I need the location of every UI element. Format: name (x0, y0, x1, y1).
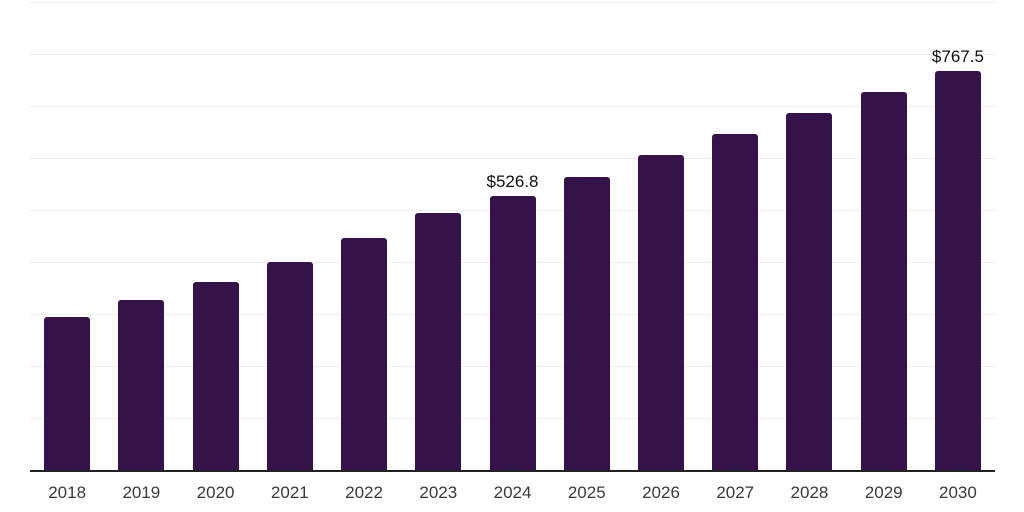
x-tick-label-2019: 2019 (122, 483, 161, 502)
bar-column-2022 (327, 2, 401, 470)
bar-column-2024: $526.8 (475, 2, 549, 470)
bar-column-2018 (30, 2, 104, 470)
bar-2028 (786, 112, 833, 470)
x-tick-label-2023: 2023 (419, 483, 458, 502)
x-axis-labels: 2018 2019 2020 2021 2022 2023 2024 2025 2026 2027… (30, 472, 995, 501)
data-label-2030: $767.5 (931, 46, 984, 66)
gridline (30, 2, 995, 3)
gridline (30, 106, 995, 107)
bar-column-2020 (178, 2, 252, 470)
bar-column-2021 (253, 2, 327, 470)
plot-area: $526.8 $767.5 (30, 2, 995, 472)
gridline (30, 54, 995, 55)
bar-2030 (934, 70, 981, 470)
bar-2018 (44, 316, 91, 470)
x-tick-label-2021: 2021 (270, 483, 309, 502)
bar-column-2026 (624, 2, 698, 470)
bar-column-2025 (550, 2, 624, 470)
x-tick-label-2022: 2022 (345, 483, 383, 502)
x-tick-label-2020: 2020 (196, 483, 235, 502)
bar-2020 (192, 281, 239, 470)
bar-column-2027 (698, 2, 772, 470)
x-tick-label-2027: 2027 (716, 483, 755, 502)
x-tick-label-2026: 2026 (642, 483, 680, 502)
bar-2027 (712, 134, 759, 470)
bar-2019 (118, 300, 165, 470)
bar-2023 (415, 212, 462, 470)
bar-column-2023 (401, 2, 475, 470)
bar-2029 (860, 92, 907, 470)
bar-2026 (637, 154, 684, 470)
x-tick-label-2018: 2018 (48, 483, 87, 502)
x-tick-label-2024: 2024 (493, 483, 532, 502)
bar-column-2029 (847, 2, 921, 470)
bar-column-2028 (772, 2, 846, 470)
bar-column-2030: $767.5 (921, 2, 995, 470)
bar-2021 (266, 261, 313, 470)
gridline (30, 158, 995, 159)
bar-2022 (341, 237, 388, 470)
x-tick-label-2025: 2025 (567, 483, 606, 502)
bar-column-2019 (104, 2, 178, 470)
bar-2024 (489, 196, 536, 470)
data-label-2024: $526.8 (486, 172, 539, 192)
bar-series: $526.8 $767.5 (30, 2, 995, 470)
bar-2025 (563, 176, 610, 470)
x-tick-label-2030: 2030 (939, 483, 977, 502)
x-tick-label-2028: 2028 (790, 483, 829, 502)
x-tick-label-2029: 2029 (864, 483, 903, 502)
